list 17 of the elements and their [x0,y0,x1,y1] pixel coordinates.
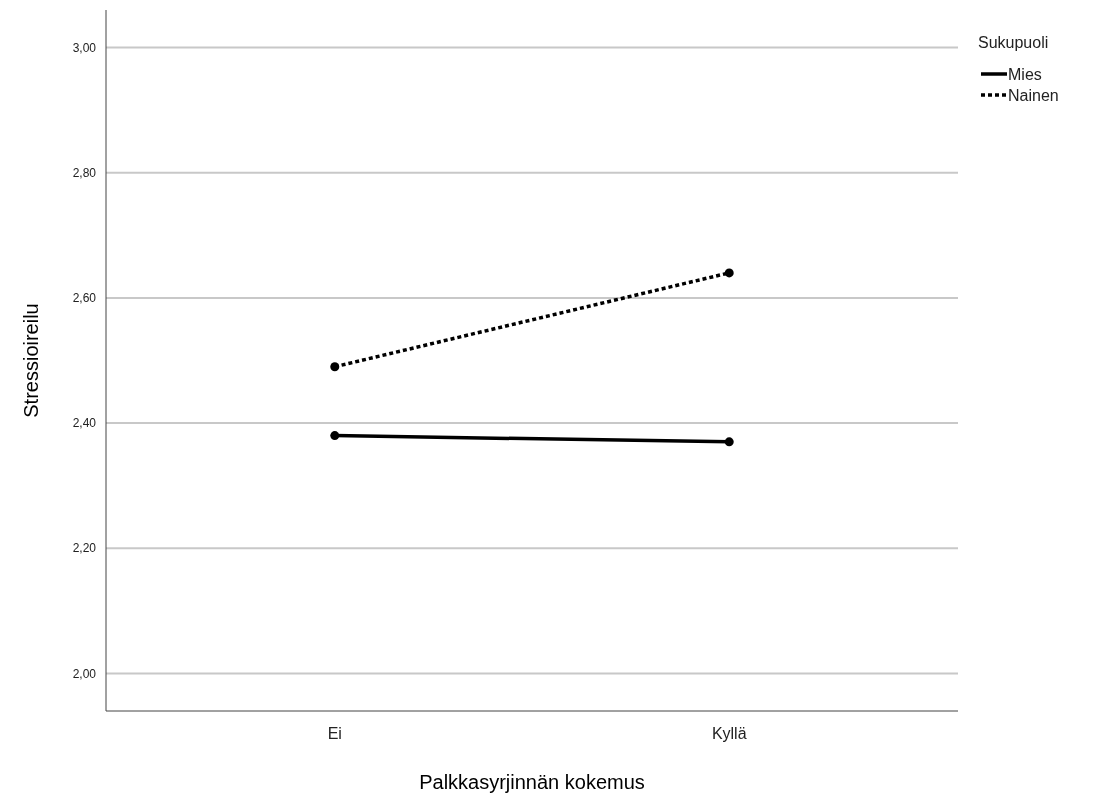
y-tick-label: 2,40 [72,416,97,431]
y-tick-label: 2,80 [72,165,97,180]
legend-label: Mies [1008,65,1042,83]
legend-label: Nainen [1008,86,1059,104]
y-axis-title: Stressioireilu [20,303,42,418]
x-tick-label: Ei [327,725,342,742]
point [724,437,734,447]
legend-title: Sukupuoli [978,34,1049,51]
x-axis-title: Palkkasyrjinnän kokemus [419,771,645,793]
x-tick-label: Kyllä [711,725,747,742]
y-tick-label: 2,20 [72,541,97,556]
y-tick-label: 2,60 [72,291,97,306]
point [724,268,734,278]
y-tick-label: 2,00 [72,666,97,681]
point [330,431,340,441]
y-tick-label: 3,00 [72,40,97,55]
point [330,362,340,372]
